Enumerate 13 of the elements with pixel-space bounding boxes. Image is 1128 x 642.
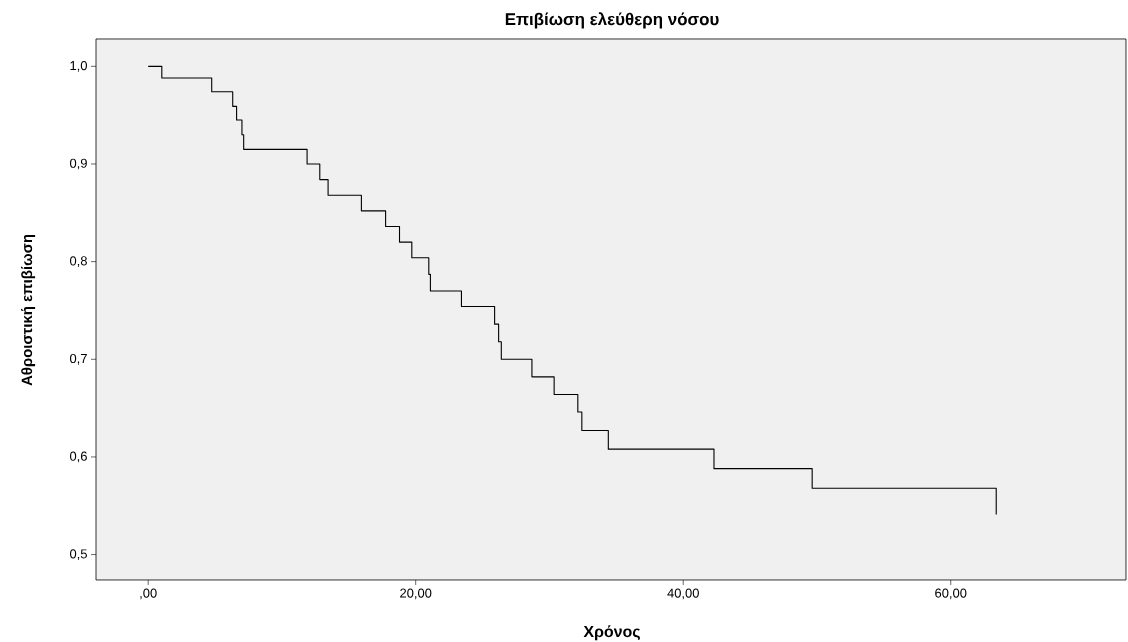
y-axis-title: Αθροιστική επιβίωση	[21, 234, 36, 386]
x-tick-label: 20,00	[400, 588, 432, 600]
x-tick-label: 40,00	[667, 588, 699, 600]
y-tick-label: 0,8	[69, 256, 87, 267]
x-tick-label: 60,00	[935, 588, 967, 600]
chart-title: Επιβίωση ελεύθερη νόσου	[505, 12, 719, 29]
y-tick-label: 0,9	[69, 158, 87, 170]
y-tick-label: 0,6	[69, 451, 87, 463]
y-tick-label: 1,0	[70, 60, 87, 72]
x-axis-title: Χρόνος	[583, 625, 640, 641]
y-tick-label: 0,5	[69, 549, 87, 560]
y-tick-label: 0,7	[69, 353, 87, 365]
x-tick-label: ,00	[140, 588, 157, 600]
